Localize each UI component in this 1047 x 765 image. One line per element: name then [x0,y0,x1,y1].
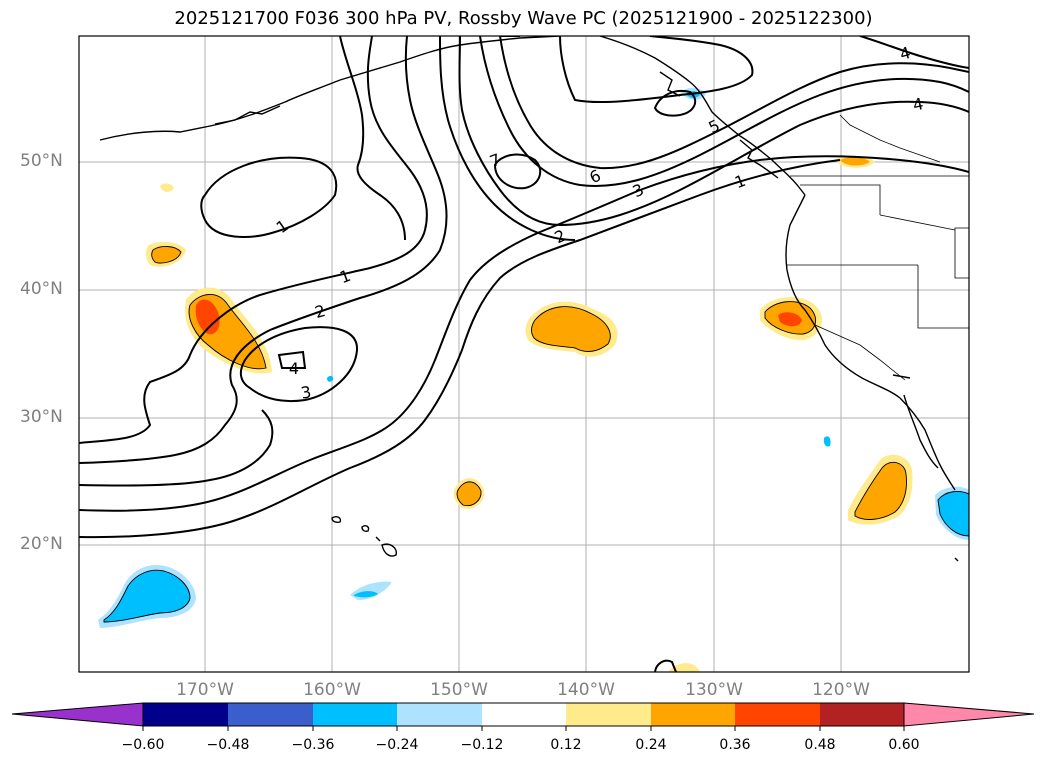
lon-label-130w: 130°W [685,680,743,700]
pv-contours [79,36,969,672]
map-frame [78,35,970,673]
gridlines [79,36,969,672]
lon-label-120w: 120°W [812,680,870,700]
colorbar-tick-label: −0.12 [460,737,504,753]
contour-label: 4 [911,94,925,115]
colorbar-segment [651,703,735,726]
colorbar-tick-label: 0.60 [888,737,920,753]
lat-label-50n: 50°N [20,151,63,171]
colorbar-segment [397,703,482,726]
colorbar-segment [143,703,228,726]
contour-label: 1 [732,171,748,192]
colorbar-tick-label: 0.24 [635,737,667,753]
colorbar-extend-high [903,702,1035,727]
colorbar-tick-label: 0.48 [804,737,836,753]
contour-label: 4 [289,359,299,378]
contour-label: 2 [313,301,328,322]
contour-label: 4 [898,43,913,64]
colorbar-tick-label: 0.36 [719,737,751,753]
fill-outlines [103,246,969,623]
contour-label: 1 [337,266,353,287]
colorbar-segment [313,703,397,726]
contour-label: 2 [552,226,569,248]
lon-label-160w: 160°W [303,680,361,700]
contour-label: 7 [487,150,503,171]
colorbar-segment [228,703,313,726]
lon-label-140w: 140°W [557,680,615,700]
colorbar-segment [566,703,651,726]
colorbar-segment [482,703,566,726]
lat-label-20n: 20°N [20,534,63,554]
lat-label-30n: 30°N [20,407,63,427]
contour-label: 3 [299,382,312,402]
positive-anomaly-fills [145,155,913,672]
colorbar-tick-label: 0.12 [550,737,582,753]
colorbar-tick-label: −0.36 [291,737,335,753]
map-title: 2025121700 F036 300 hPa PV, Rossby Wave … [174,8,873,29]
colorbar-tick-label: −0.24 [375,737,419,753]
lat-label-40n: 40°N [20,279,63,299]
colorbar [11,702,1035,731]
colorbar-tick-label: −0.60 [121,737,165,753]
colorbar-segment [820,703,904,726]
contour-label: 3 [630,180,647,202]
colorbar-tick-label: −0.48 [206,737,250,753]
lon-label-150w: 150°W [430,680,488,700]
colorbar-extend-low [11,702,144,727]
colorbar-segment [735,703,820,726]
political-boundaries [787,114,969,381]
lon-label-170w: 170°W [176,680,234,700]
